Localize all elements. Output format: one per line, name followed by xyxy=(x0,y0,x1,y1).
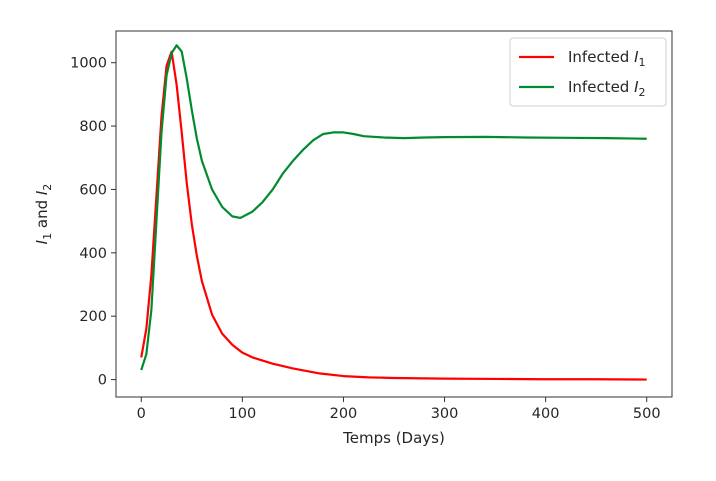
y-tick-label: 600 xyxy=(79,182,107,198)
y-tick-label: 400 xyxy=(79,246,107,262)
x-tick-label: 200 xyxy=(330,406,358,422)
legend-label-1: Infected I1 xyxy=(568,48,646,69)
y-tick-label: 800 xyxy=(79,119,107,135)
legend-box xyxy=(509,37,667,107)
y-tick-label: 200 xyxy=(79,309,107,325)
y-label-sub2: 2 xyxy=(41,184,54,191)
legend-label-2: Infected I2 xyxy=(568,78,646,99)
legend: Infected I1 Infected I2 xyxy=(509,37,667,107)
y-label-mid: and xyxy=(33,195,51,233)
x-tick-label: 100 xyxy=(229,406,257,422)
x-tick-label: 300 xyxy=(431,406,459,422)
y-tick-label: 1000 xyxy=(70,56,107,72)
x-tick-label: 400 xyxy=(532,406,560,422)
ticks-layer: 0 100 200 300 400 500 0 200 400 600 800 1000 xyxy=(70,56,660,422)
y-axis-label: I1 and I2 xyxy=(33,184,54,245)
x-tick-label: 0 xyxy=(137,406,146,422)
series-layer xyxy=(140,44,647,381)
y-label-sub1: 1 xyxy=(41,233,54,240)
series-line-2 xyxy=(140,44,647,371)
x-axis-label: Temps (Days) xyxy=(342,429,445,447)
plot-frame xyxy=(115,30,673,398)
y-label-var1: I xyxy=(33,239,51,244)
y-tick-label: 0 xyxy=(98,373,107,389)
x-tick-label: 500 xyxy=(633,406,661,422)
y-label-var2: I xyxy=(33,190,51,195)
